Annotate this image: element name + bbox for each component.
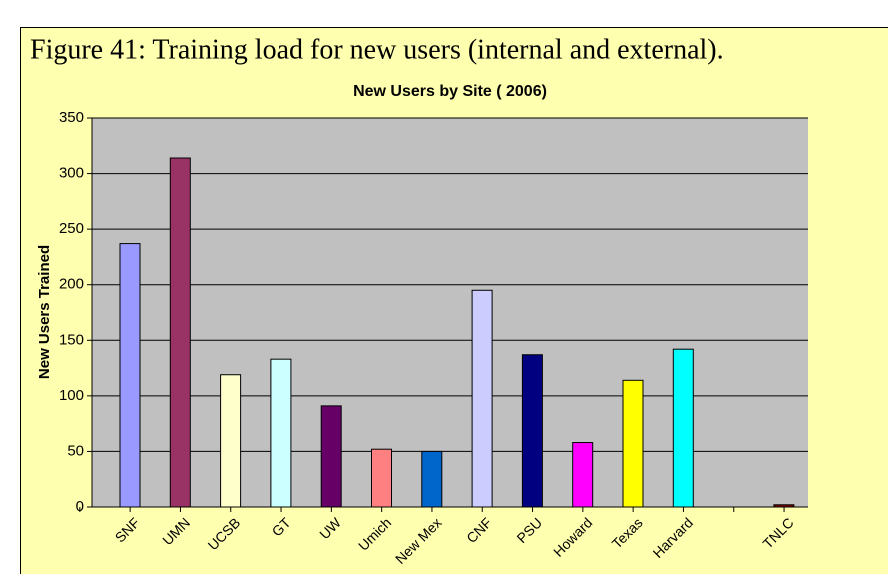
bar <box>471 289 493 508</box>
bar <box>320 405 342 508</box>
y-tick-label: 50 <box>67 442 84 459</box>
y-tick-label: 250 <box>59 220 84 237</box>
bar <box>169 157 191 508</box>
bar <box>521 354 543 508</box>
y-tick-label: 150 <box>59 331 84 348</box>
bar <box>572 442 594 508</box>
bar <box>220 374 242 508</box>
bar <box>119 243 141 508</box>
y-tick-label: 200 <box>59 276 84 293</box>
bar <box>270 358 292 508</box>
bar <box>622 379 644 508</box>
chart-title: New Users by Site ( 2006) <box>353 83 547 100</box>
y-tick-label: 0 <box>76 498 84 515</box>
y-tick-label: 100 <box>59 387 84 404</box>
bar <box>421 450 443 508</box>
plot-area <box>92 118 808 507</box>
bar <box>672 348 694 508</box>
y-tick-label: 300 <box>59 165 84 182</box>
y-tick-label: 350 <box>59 109 84 126</box>
y-axis-label: New Users Trained <box>36 245 53 379</box>
figure-caption: Figure 41: Training load for new users (… <box>30 34 724 65</box>
bar <box>371 448 392 508</box>
bar <box>773 504 795 508</box>
